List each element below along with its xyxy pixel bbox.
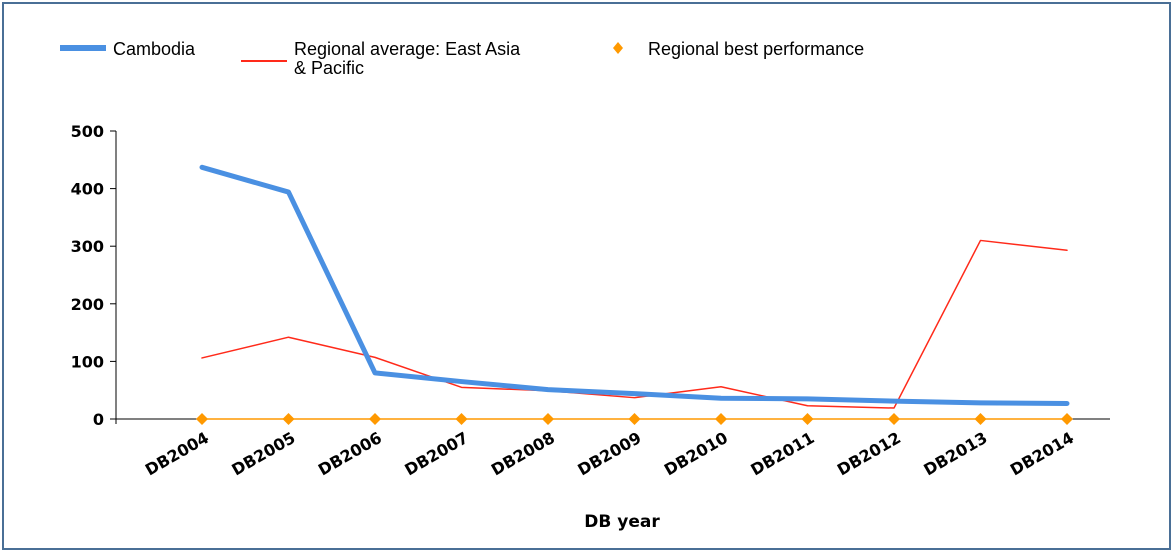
series-layer <box>196 164 1073 425</box>
legend-label-regional-best: Regional best performance <box>648 39 864 59</box>
x-tick-label: DB2009 <box>574 428 644 479</box>
data-point-regional-best-performance <box>628 413 641 425</box>
x-tick-label: DB2006 <box>315 428 385 479</box>
y-ticks: 0 100 200 300 400 500 <box>71 122 116 429</box>
y-tick-label: 100 <box>71 352 104 371</box>
x-tick-label: DB2014 <box>1007 428 1077 479</box>
series-line-regional-average-east-asia-pacific <box>201 239 1068 409</box>
y-tick-label: 500 <box>71 122 104 141</box>
x-tick-label: DB2007 <box>401 428 471 479</box>
x-tick-label: DB2010 <box>661 428 731 479</box>
legend-swatch-regional-best <box>613 42 623 54</box>
y-tick-label: 200 <box>71 295 104 314</box>
data-point-regional-best-performance <box>542 413 554 425</box>
x-axis-title: DB year <box>584 512 660 532</box>
y-tick-label: 300 <box>71 237 104 256</box>
y-tick-label: 0 <box>93 410 104 429</box>
data-point-regional-best-performance <box>1061 413 1073 425</box>
legend-label-regional-average-line2: & Pacific <box>294 58 364 78</box>
data-point-regional-best-performance <box>196 413 208 425</box>
legend-label-regional-average-line1: Regional average: East Asia <box>294 39 521 59</box>
x-tick-label: DB2012 <box>834 428 904 479</box>
data-point-regional-best-performance <box>715 413 727 425</box>
legend: Cambodia Regional average: East Asia & P… <box>60 39 864 78</box>
legend-label-cambodia: Cambodia <box>113 39 196 59</box>
data-point-regional-best-performance <box>369 413 381 425</box>
data-point-regional-best-performance <box>974 413 987 425</box>
x-tick-label: DB2004 <box>142 428 212 479</box>
series-line-cambodia <box>199 164 1070 406</box>
data-point-regional-best-performance <box>801 413 814 425</box>
data-point-regional-best-performance <box>888 413 900 425</box>
x-tick-label: DB2008 <box>488 428 558 479</box>
data-point-regional-best-performance <box>282 413 295 425</box>
x-tick-label: DB2013 <box>920 428 990 479</box>
y-tick-label: 400 <box>71 180 104 199</box>
x-ticks: DB2004 DB2005 DB2006 DB2007 DB2008 DB2009 DB20… <box>142 419 1077 479</box>
x-tick-label: DB2005 <box>228 428 298 479</box>
x-tick-label: DB2011 <box>747 428 817 479</box>
data-point-regional-best-performance <box>455 413 468 425</box>
